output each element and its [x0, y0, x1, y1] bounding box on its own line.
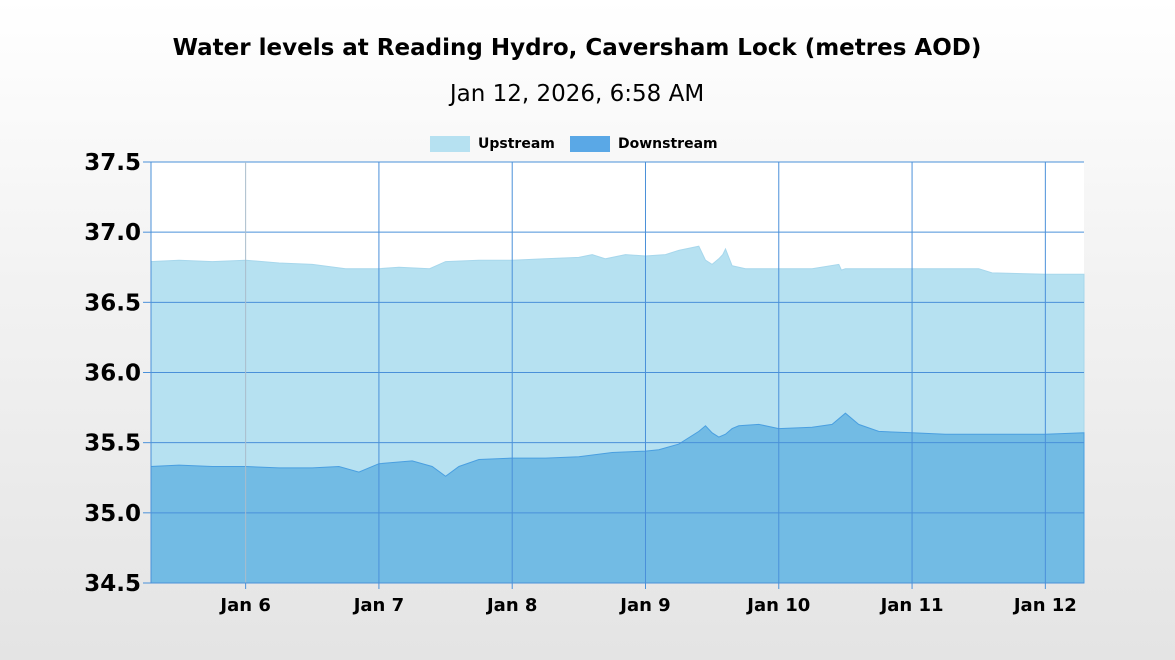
x-tick-label: Jan 10 — [745, 595, 810, 616]
legend: Upstream Downstream — [430, 136, 718, 152]
y-tick-label: 37.5 — [84, 150, 141, 176]
y-tick-label: 36.0 — [84, 361, 141, 387]
legend-swatch-upstream[interactable] — [430, 136, 470, 152]
legend-label-upstream[interactable]: Upstream — [478, 136, 555, 152]
legend-swatch-downstream[interactable] — [570, 136, 610, 152]
y-tick-label: 37.0 — [84, 220, 141, 246]
x-tick-label: Jan 12 — [1012, 595, 1077, 616]
grid-layer — [151, 161, 1084, 584]
axis-layer: 37.5 37.0 36.5 36.0 35.5 35.0 34.5 Jan 6 Jan 7 Ja… — [84, 150, 1084, 616]
x-tick-label: Jan 11 — [879, 595, 944, 616]
series-layer — [150, 245, 1085, 584]
x-tick-label: Jan 6 — [218, 595, 270, 616]
y-tick-label: 35.0 — [84, 501, 141, 527]
x-tick-label: Jan 9 — [618, 595, 670, 616]
legend-label-downstream[interactable]: Downstream — [618, 136, 718, 152]
x-tick-label: Jan 7 — [352, 595, 404, 616]
y-tick-label: 34.5 — [84, 571, 141, 597]
series-area-downstream — [150, 412, 1085, 584]
x-tick-label: Jan 8 — [485, 595, 537, 616]
y-tick-label: 36.5 — [84, 290, 141, 316]
chart-title: Water levels at Reading Hydro, Caversham… — [173, 35, 982, 61]
chart-subtitle: Jan 12, 2026, 6:58 AM — [448, 81, 704, 107]
y-tick-label: 35.5 — [84, 431, 141, 457]
